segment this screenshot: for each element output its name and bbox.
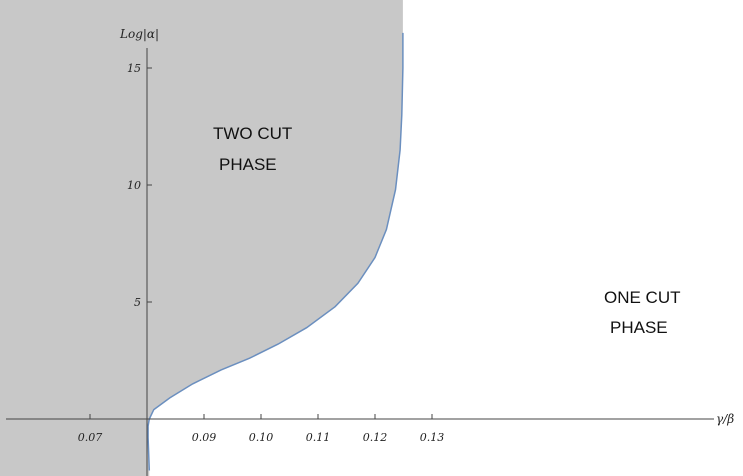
x-tick-label: 0.11 [306, 431, 331, 444]
two-cut-label-line2: PHASE [219, 155, 277, 174]
x-tick-label: 0.07 [78, 431, 103, 444]
y-tick-label: 10 [127, 179, 141, 192]
x-axis-ticks: 0.07 0.09 0.10 0.11 0.12 0.13 [78, 414, 445, 444]
x-tick-label: 0.13 [420, 431, 445, 444]
one-cut-label-line1: ONE CUT [604, 288, 681, 307]
y-tick-label: 5 [134, 296, 141, 309]
x-tick-label: 0.10 [249, 431, 274, 444]
one-cut-label-line2: PHASE [610, 318, 668, 337]
x-axis-label: γ/β [716, 412, 734, 426]
y-axis-label: Log|α| [119, 27, 159, 41]
x-tick-label: 0.09 [192, 431, 217, 444]
phase-boundary-curve [147, 32, 404, 471]
two-cut-label-line1: TWO CUT [213, 124, 292, 143]
y-axis-ticks: 5 10 15 [127, 62, 152, 309]
two-cut-phase-region [0, 0, 403, 476]
x-tick-label: 0.12 [363, 431, 388, 444]
y-tick-label: 15 [127, 62, 141, 75]
